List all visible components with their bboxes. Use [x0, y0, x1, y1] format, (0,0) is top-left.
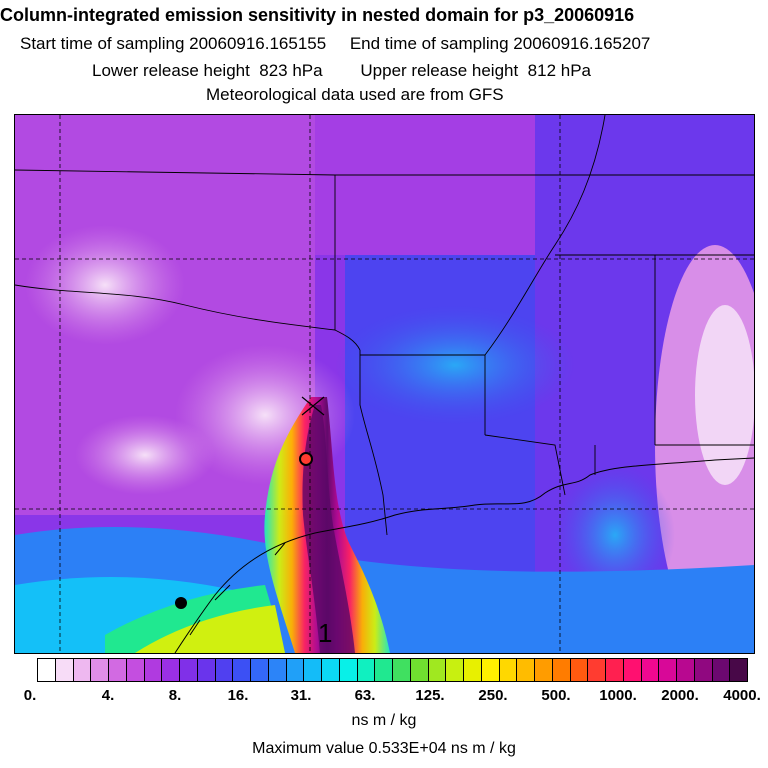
- colorbar-swatch: [73, 659, 92, 681]
- colorbar-swatch: [446, 659, 464, 681]
- colorbar-swatch: [357, 659, 376, 681]
- colorbar-swatch: [694, 659, 713, 681]
- sampling-time-line: Start time of sampling 20060916.165155 E…: [20, 34, 651, 53]
- colorbar-swatch: [109, 659, 127, 681]
- colorbar-swatch: [535, 659, 553, 681]
- colorbar-swatch: [286, 659, 305, 681]
- colorbar-swatch: [481, 659, 500, 681]
- colorbar-swatch: [197, 659, 216, 681]
- colorbar-swatch: [180, 659, 198, 681]
- colorbar-tick-label: 250.: [478, 687, 508, 704]
- colorbar-tick-label: 1000.: [599, 687, 637, 704]
- colorbar-swatch: [499, 659, 518, 681]
- colorbar-swatch: [38, 659, 56, 681]
- colorbar-swatch: [623, 659, 642, 681]
- colorbar-swatch: [552, 659, 571, 681]
- colorbar-tick-label: 63.: [354, 687, 376, 704]
- colorbar-swatch: [464, 659, 482, 681]
- colorbar-swatch: [144, 659, 163, 681]
- colorbar-tick-label: 500.: [541, 687, 571, 704]
- colorbar-swatch: [712, 659, 731, 681]
- colorbar-swatch: [322, 659, 340, 681]
- colorbar-tick-label: 0.: [23, 687, 37, 704]
- colorbar-swatch: [641, 659, 660, 681]
- colorbar-swatch: [304, 659, 322, 681]
- colorbar-swatch: [375, 659, 393, 681]
- colorbar-tick-label: 8.: [168, 687, 182, 704]
- release-height-line: Lower release height 823 hPa Upper relea…: [92, 61, 591, 80]
- maximum-value: Maximum value 0.533E+04 ns m / kg: [252, 740, 516, 757]
- colorbar-swatch: [215, 659, 234, 681]
- met-data-line: Meteorological data used are from GFS: [206, 85, 504, 104]
- colorbar-units: ns m / kg: [351, 712, 417, 729]
- colorbar-swatch: [677, 659, 695, 681]
- colorbar-swatch: [570, 659, 589, 681]
- colorbar-tick-label: 4000.: [723, 687, 761, 704]
- colorbar-tick-label: 125.: [415, 687, 445, 704]
- colorbar-swatch: [268, 659, 287, 681]
- map-graphic: [15, 115, 754, 653]
- colorbar-swatch: [233, 659, 251, 681]
- colorbar-tick-label: 16.: [227, 687, 249, 704]
- colorbar-swatch: [659, 659, 677, 681]
- colorbar-tick-label: 2000.: [661, 687, 699, 704]
- colorbar-swatch: [162, 659, 180, 681]
- sensitivity-map: [14, 114, 755, 654]
- colorbar-swatch: [55, 659, 74, 681]
- colorbar-swatch: [126, 659, 145, 681]
- colorbar-tick-label: 4.: [101, 687, 115, 704]
- colorbar-swatch: [91, 659, 109, 681]
- vertical-level-label: 1: [318, 618, 333, 648]
- plot-title: Column-integrated emission sensitivity i…: [0, 5, 635, 25]
- colorbar-swatch: [393, 659, 411, 681]
- colorbar-swatch: [339, 659, 358, 681]
- colorbar-swatch: [251, 659, 269, 681]
- colorbar-swatch: [410, 659, 429, 681]
- colorbar-swatch: [606, 659, 624, 681]
- colorbar-swatch: [588, 659, 606, 681]
- colorbar-swatch: [428, 659, 447, 681]
- colorbar-tick-label: 31.: [290, 687, 312, 704]
- colorbar: [37, 658, 748, 682]
- colorbar-swatch: [517, 659, 535, 681]
- colorbar-swatch: [730, 659, 747, 681]
